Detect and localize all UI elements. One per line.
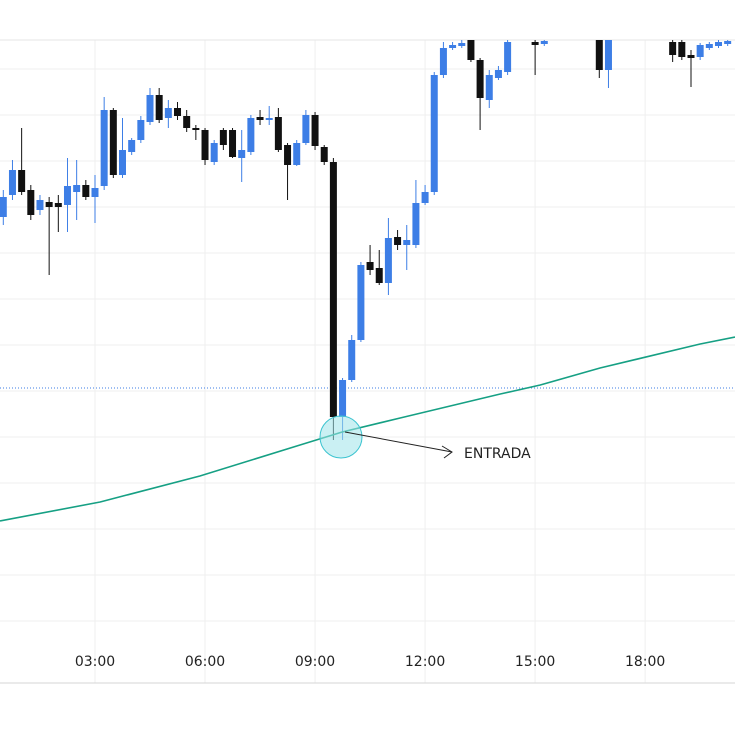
candle-body	[155, 95, 163, 120]
candle-body	[8, 170, 16, 195]
candle-body	[119, 150, 126, 175]
candle-body	[302, 115, 310, 143]
candle-body	[366, 262, 374, 270]
candle-body	[348, 340, 356, 380]
candle-body	[430, 75, 438, 192]
x-tick-label: 15:00	[515, 654, 555, 670]
candle-body	[504, 42, 512, 72]
x-tick-label: 18:00	[625, 654, 665, 670]
arrow	[344, 431, 453, 453]
x-axis: 03:00 06:00 09:00 12:00 15:00 18:00	[75, 654, 666, 670]
candle-body	[128, 140, 136, 152]
arrow-head	[441, 445, 453, 459]
annotation: ENTRADA	[464, 446, 531, 462]
candle-body	[476, 60, 484, 98]
candle-body	[183, 116, 191, 128]
candle-body	[421, 192, 429, 203]
candle-body	[311, 115, 319, 146]
candle-body	[724, 41, 732, 44]
candle-body	[45, 202, 53, 207]
candle-body	[293, 143, 301, 165]
x-tick-label: 12:00	[405, 654, 445, 670]
candle-body	[27, 190, 35, 215]
x-tick-label: 03:00	[75, 654, 115, 670]
candle-body	[339, 380, 347, 417]
candle-body	[54, 203, 62, 207]
plot-area	[0, 40, 735, 522]
candle-body	[256, 117, 264, 120]
candle-body	[164, 108, 172, 118]
candle-body	[320, 147, 328, 162]
candle-body	[678, 42, 686, 57]
highlight-circle	[319, 415, 363, 459]
candle-body	[36, 200, 44, 210]
candle-body	[604, 40, 612, 70]
candle-body	[63, 186, 71, 205]
candle-body	[467, 40, 475, 60]
grid	[0, 39, 735, 683]
candle-body	[146, 95, 154, 122]
x-tick-label: 09:00	[295, 654, 335, 670]
candle-body	[412, 203, 420, 245]
candle-body	[705, 44, 713, 48]
candle-body	[394, 237, 402, 245]
candle-body	[357, 265, 365, 340]
moving-average	[0, 336, 735, 522]
candle-body	[109, 110, 117, 175]
candle-body	[375, 268, 383, 283]
candle-body	[274, 117, 282, 150]
candle-body	[137, 120, 145, 140]
candle-body	[494, 70, 502, 78]
candle-body	[201, 130, 209, 160]
candle-body	[229, 130, 237, 157]
candle-body	[82, 185, 90, 197]
candle-body	[458, 43, 466, 46]
candle-body	[219, 130, 227, 145]
candle-body	[210, 143, 218, 162]
candle-body	[265, 118, 273, 120]
candle-body	[18, 170, 26, 192]
candle-body	[284, 145, 292, 165]
candle-body	[595, 40, 603, 70]
candle-body	[192, 128, 200, 130]
candle-body	[73, 185, 81, 192]
x-tick-label: 06:00	[185, 654, 225, 670]
candle-body	[403, 240, 411, 245]
candle-body	[669, 42, 677, 55]
candle-body	[91, 188, 99, 197]
candle-body	[329, 162, 337, 417]
candle-body	[485, 75, 493, 100]
candle-body	[238, 150, 246, 158]
candle-body	[0, 197, 7, 217]
candle-body	[174, 108, 182, 116]
candle-body	[531, 42, 539, 45]
candle-body	[714, 42, 722, 46]
candle-body	[100, 110, 108, 186]
candle-body	[449, 45, 457, 48]
candle-body	[687, 55, 695, 58]
candle-body	[439, 48, 447, 75]
candle-body	[540, 41, 548, 44]
candle-body	[384, 238, 392, 283]
candle-body	[696, 45, 704, 57]
candle-body	[247, 118, 255, 152]
